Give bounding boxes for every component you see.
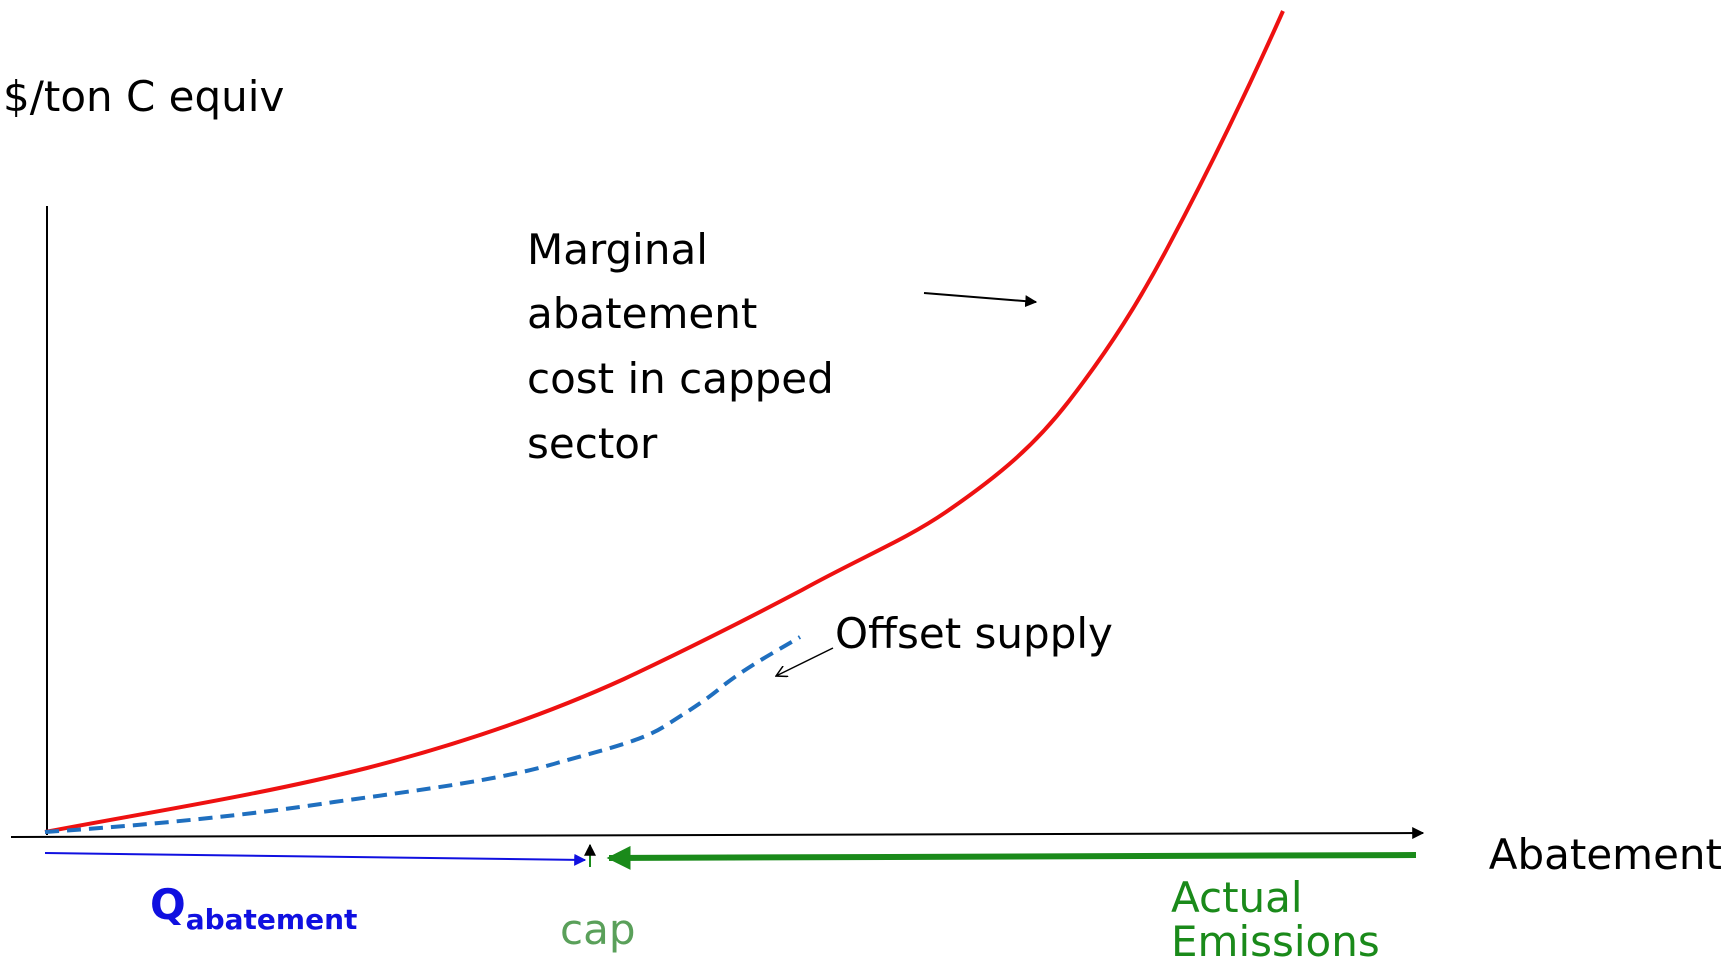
offset-supply-curve: [44, 635, 802, 834]
curve-label: Offset supply: [835, 609, 1113, 658]
pointer-arrow: [776, 647, 834, 676]
q-label: Qabatement: [150, 880, 357, 936]
pointer-arrow: [923, 292, 1038, 308]
curve-label: sector: [527, 419, 658, 468]
x-axis-label: Abatement: [1489, 830, 1722, 879]
q-subscript: abatement: [186, 903, 358, 936]
x-axis: [10, 827, 1425, 840]
cap-label: cap: [560, 905, 636, 954]
curve-label: abatement: [527, 289, 757, 338]
y-axis-label: $/ton C equiv: [3, 72, 284, 121]
marginal-cost-curve: [44, 10, 1285, 834]
emissions-label: Emissions: [1171, 917, 1380, 962]
emissions-label: Actual: [1171, 873, 1303, 922]
actual-emissions-arrow: [606, 845, 1417, 870]
curve-label: cost in capped: [527, 354, 834, 403]
q-abatement-arrow: [44, 852, 587, 866]
curve-label: Marginal: [527, 225, 708, 274]
q-symbol: Q: [150, 880, 186, 929]
